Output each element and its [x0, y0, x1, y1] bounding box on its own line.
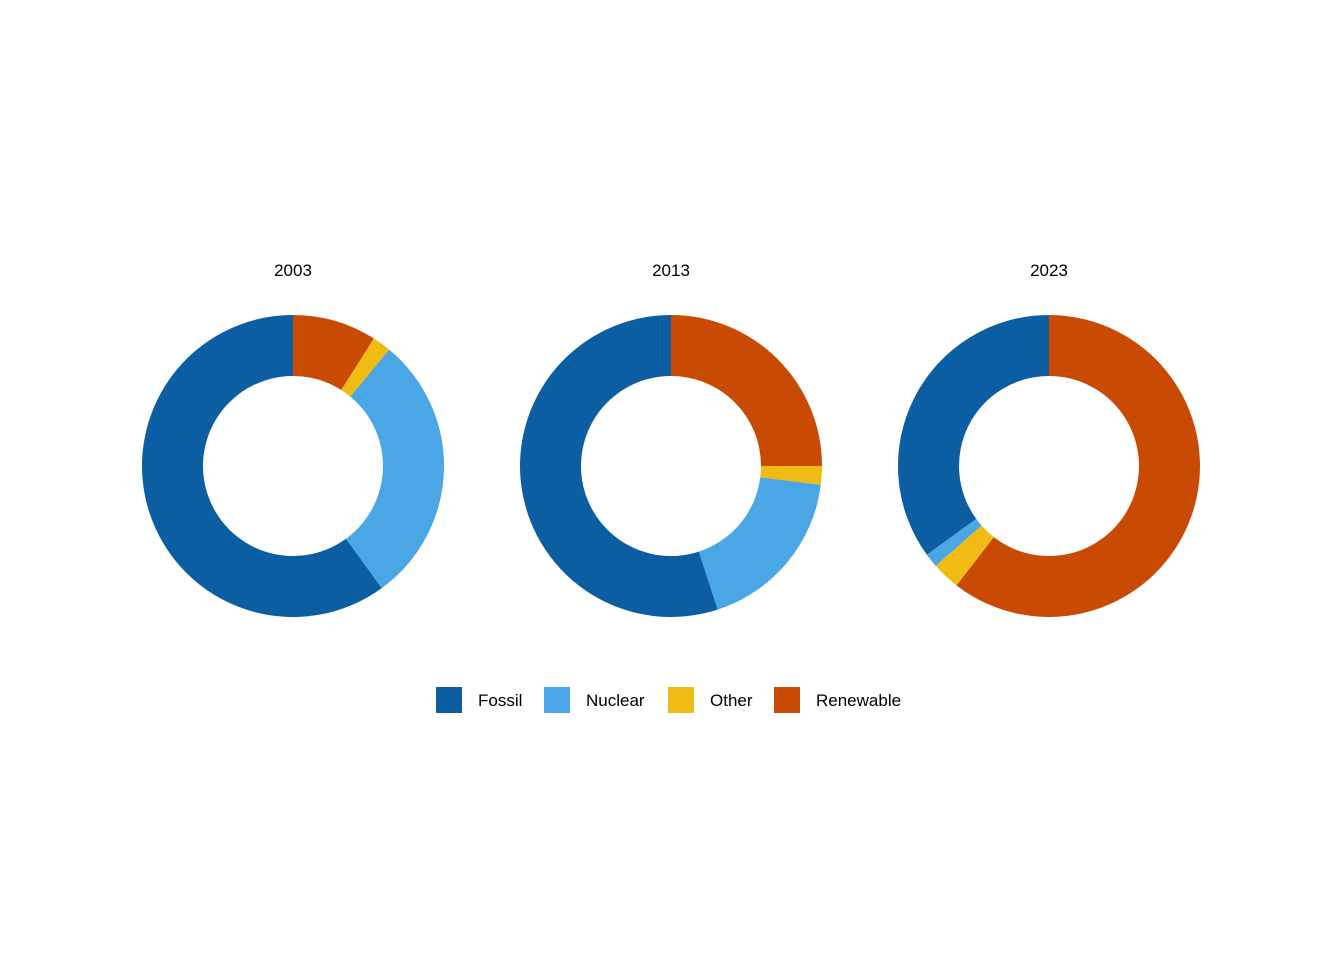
- legend-label-fossil: Fossil: [478, 691, 522, 710]
- donut-slices: [520, 315, 822, 618]
- slice-renewable: [293, 315, 374, 391]
- donut-slices: [142, 315, 445, 617]
- panel-2023: 2023: [898, 261, 1201, 617]
- panel-title: 2003: [274, 261, 312, 280]
- panel-title: 2023: [1030, 261, 1068, 280]
- slice-other: [341, 338, 390, 397]
- legend-swatch-renewable: [774, 687, 800, 713]
- panel-2003: 2003: [142, 261, 445, 617]
- legend-swatch-fossil: [436, 687, 462, 713]
- slice-nuclear: [698, 477, 821, 610]
- legend-swatch-nuclear: [544, 687, 570, 713]
- legend: Fossil Nuclear Other Renewable: [436, 687, 901, 713]
- legend-label-other: Other: [710, 691, 753, 710]
- panel-2013: 2013: [520, 261, 822, 618]
- legend-label-renewable: Renewable: [816, 691, 901, 710]
- legend-swatch-other: [668, 687, 694, 713]
- slice-nuclear: [345, 349, 445, 589]
- slice-fossil: [142, 315, 382, 617]
- panel-title: 2013: [652, 261, 690, 280]
- slice-fossil: [898, 315, 1049, 555]
- donut-slices: [898, 315, 1201, 617]
- slice-other: [760, 466, 822, 485]
- slice-nuclear: [926, 518, 982, 566]
- legend-label-nuclear: Nuclear: [586, 691, 645, 710]
- slice-other: [935, 525, 994, 586]
- slice-renewable: [956, 315, 1201, 617]
- slice-fossil: [520, 315, 718, 618]
- slice-renewable: [671, 315, 822, 466]
